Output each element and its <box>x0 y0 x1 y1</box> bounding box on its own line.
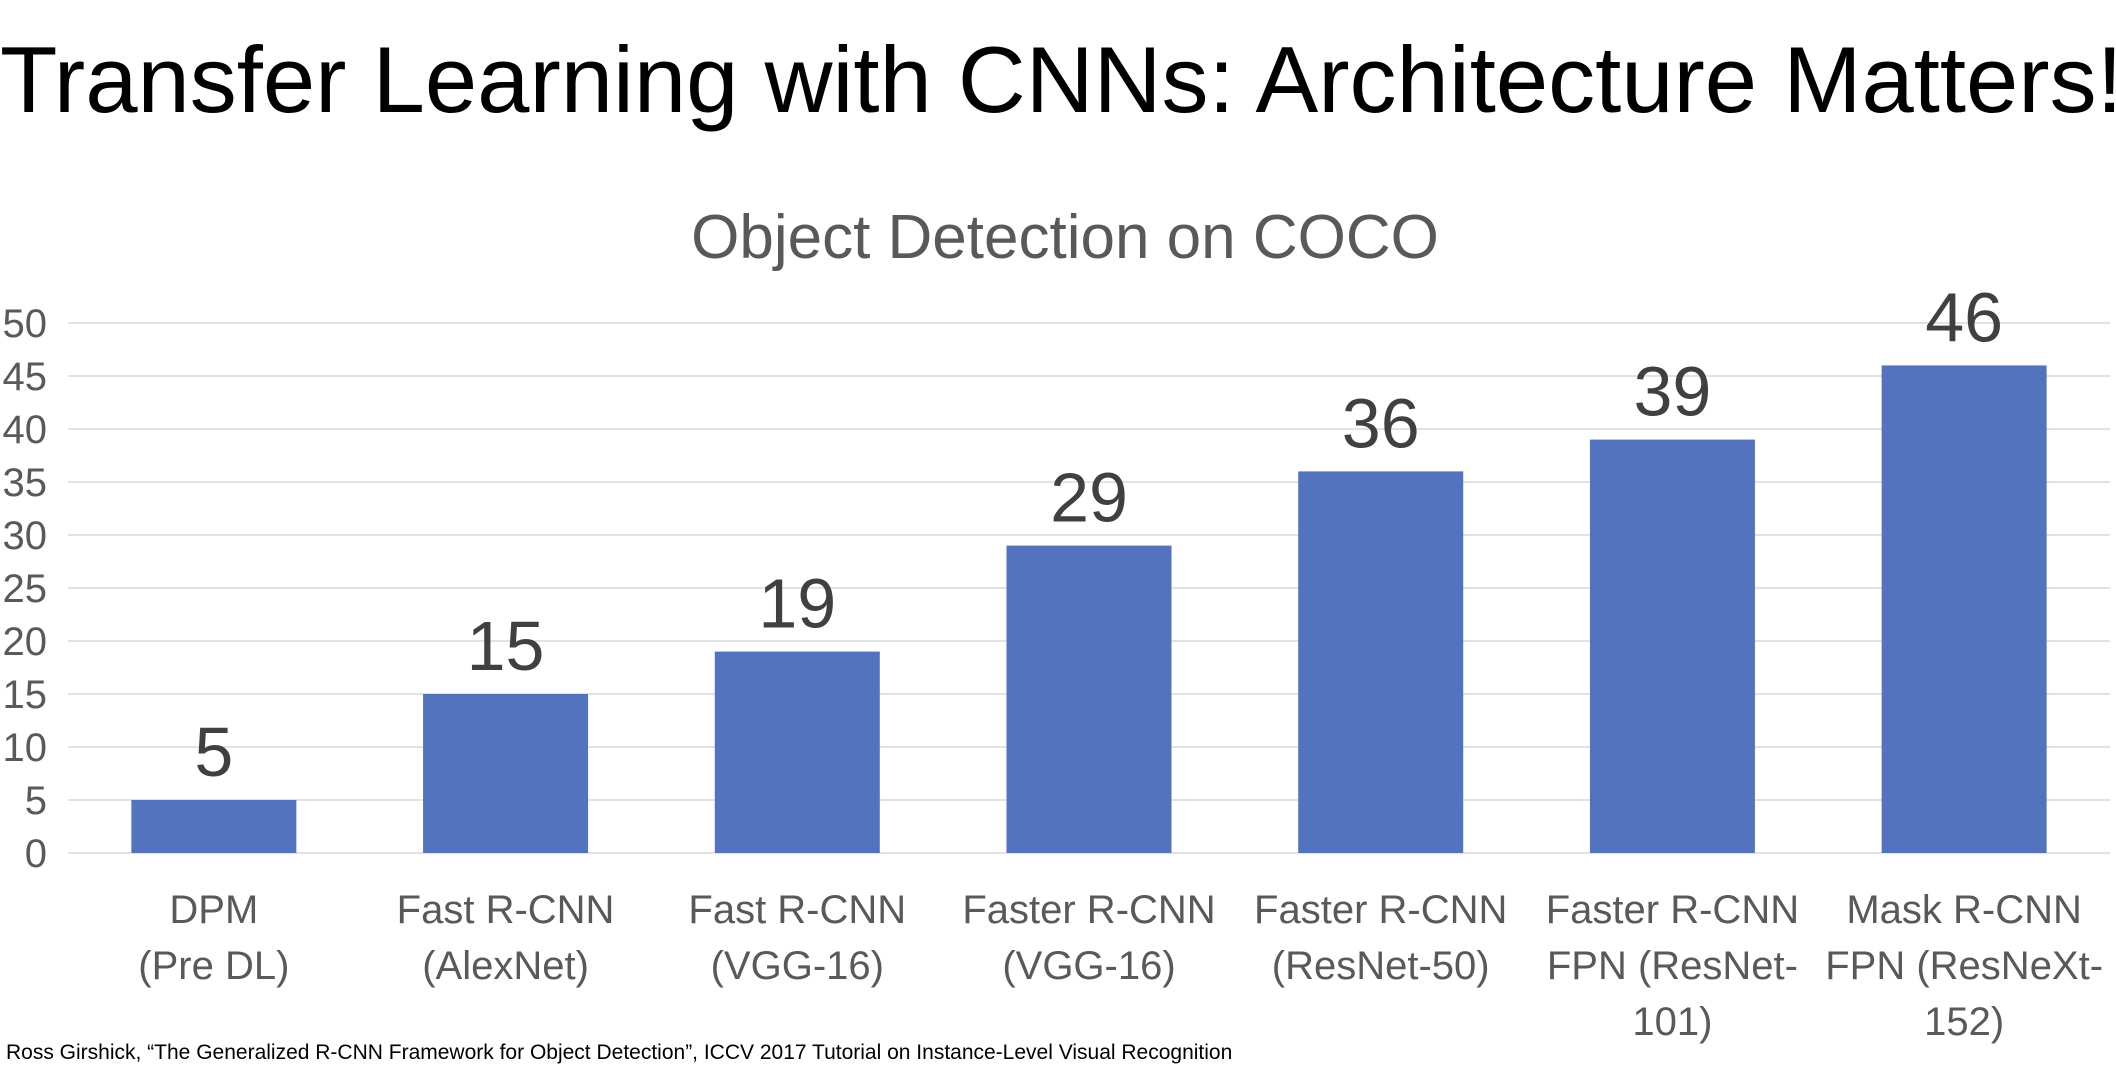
x-tick-label: Mask R-CNN FPN (ResNeXt- 152) <box>1825 888 2103 1044</box>
data-label: 36 <box>1342 384 1420 462</box>
bar <box>1298 471 1464 853</box>
chart-title: Object Detection on COCO <box>691 203 1439 272</box>
bar <box>1881 365 2047 853</box>
x-tick-label-line: Faster R-CNN <box>962 888 1215 932</box>
bar <box>714 651 880 853</box>
y-tick-label: 0 <box>25 832 47 876</box>
x-tick-label-line: 101) <box>1632 1000 1712 1044</box>
footer-credit: Ross Girshick, “The Generalized R-CNN Fr… <box>6 1041 1233 1064</box>
bar <box>423 694 589 853</box>
x-tick-label: Faster R-CNN (ResNet-50) <box>1254 888 1507 988</box>
x-tick-label-line: (Pre DL) <box>138 944 289 988</box>
y-tick-label: 5 <box>25 779 47 823</box>
y-tick-label: 25 <box>3 567 48 611</box>
y-tick-label: 20 <box>3 620 48 664</box>
y-tick-label: 15 <box>3 673 48 717</box>
y-tick-label: 10 <box>3 726 48 770</box>
x-tick-label-line: FPN (ResNet- <box>1547 944 1798 988</box>
x-tick-label: Faster R-CNN (VGG-16) <box>962 888 1215 988</box>
x-tick-label-line: (AlexNet) <box>422 944 589 988</box>
x-tick-label-line: 152) <box>1924 1000 2004 1044</box>
data-label: 15 <box>467 607 545 685</box>
data-label: 46 <box>1925 278 2003 356</box>
x-tick-label: Faster R-CNN FPN (ResNet- 101) <box>1546 888 1799 1044</box>
bar <box>1006 545 1172 853</box>
y-tick-label: 30 <box>3 514 48 558</box>
data-label: 5 <box>194 713 233 791</box>
x-tick-label: DPM (Pre DL) <box>138 888 289 988</box>
y-tick-label: 35 <box>3 461 48 505</box>
x-tick-label-line: Mask R-CNN <box>1846 888 2082 932</box>
data-label: 19 <box>758 565 836 643</box>
data-label: 29 <box>1050 459 1128 537</box>
slide-title: Transfer Learning with CNNs: Architectur… <box>0 27 2116 132</box>
x-tick-label-line: (VGG-16) <box>711 944 884 988</box>
x-tick-label-line: FPN (ResNeXt- <box>1825 944 2103 988</box>
x-tick-label-line: (VGG-16) <box>1002 944 1175 988</box>
x-tick-label: Fast R-CNN (VGG-16) <box>688 888 906 988</box>
x-tick-label-line: Faster R-CNN <box>1546 888 1799 932</box>
x-tick-label-line: Fast R-CNN <box>397 888 615 932</box>
x-tick-label-line: Fast R-CNN <box>688 888 906 932</box>
bar <box>1589 439 1755 853</box>
y-tick-label: 40 <box>3 408 48 452</box>
y-tick-label: 50 <box>3 302 48 346</box>
bar <box>131 800 297 853</box>
data-label: 39 <box>1633 353 1711 431</box>
x-tick-label-line: DPM <box>169 888 258 932</box>
x-tick-label-line: (ResNet-50) <box>1272 944 1490 988</box>
x-tick-label-line: Faster R-CNN <box>1254 888 1507 932</box>
y-tick-label: 45 <box>3 355 48 399</box>
x-tick-label: Fast R-CNN (AlexNet) <box>397 888 615 988</box>
